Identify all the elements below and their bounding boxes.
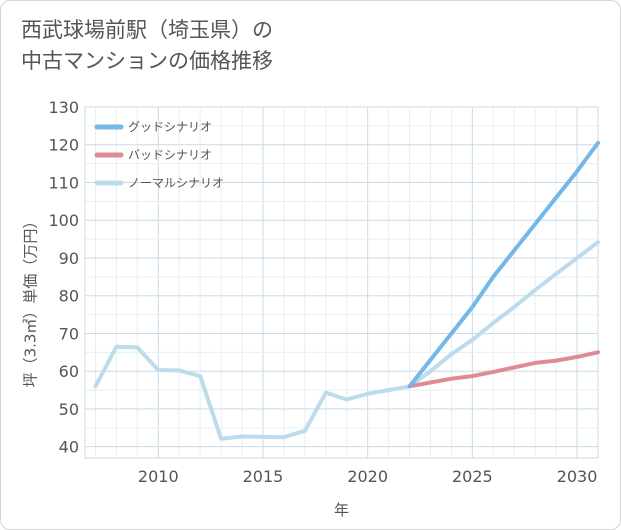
y-tick-label: 100 bbox=[48, 211, 79, 230]
series-line-1 bbox=[407, 140, 600, 389]
plot-border bbox=[84, 106, 599, 459]
legend-label: ノーマルシナリオ bbox=[128, 176, 224, 190]
x-tick-label: 2020 bbox=[347, 467, 388, 486]
x-tick-label: 2025 bbox=[452, 467, 493, 486]
chart-title: 西武球場前駅（埼玉県）の 中古マンションの価格推移 bbox=[21, 15, 273, 77]
y-tick-label: 110 bbox=[48, 173, 79, 192]
legend-label: バッドシナリオ bbox=[128, 148, 212, 162]
y-tick-label: 60 bbox=[59, 362, 79, 381]
legend-label: グッドシナリオ bbox=[128, 120, 212, 134]
y-axis-title: 坪（3.3㎡）単価（万円） bbox=[22, 214, 40, 388]
y-tick-labels: 40 50 60 70 80 90 100 110 120 130 bbox=[48, 98, 79, 457]
x-axis-title: 年 bbox=[334, 501, 349, 519]
x-tick-label: 2030 bbox=[557, 467, 598, 486]
series-lines bbox=[93, 140, 600, 441]
x-tick-label: 2010 bbox=[138, 467, 179, 486]
x-tick-labels: 2010 2015 2020 2025 2030 bbox=[138, 467, 597, 486]
series-line-2 bbox=[407, 350, 600, 389]
y-tick-label: 120 bbox=[48, 136, 79, 155]
series-line-3 bbox=[93, 240, 600, 441]
gridlines bbox=[85, 106, 599, 458]
y-tick-label: 40 bbox=[59, 438, 79, 457]
y-tick-label: 80 bbox=[59, 287, 79, 306]
y-tick-label: 130 bbox=[48, 98, 79, 117]
x-tick-label: 2015 bbox=[243, 467, 284, 486]
chart-title-line2: 中古マンションの価格推移 bbox=[21, 49, 273, 73]
y-tick-label: 70 bbox=[59, 324, 79, 343]
y-tick-label: 90 bbox=[59, 249, 79, 268]
y-tick-label: 50 bbox=[59, 400, 79, 419]
chart-title-line1: 西武球場前駅（埼玉県）の bbox=[21, 18, 273, 42]
